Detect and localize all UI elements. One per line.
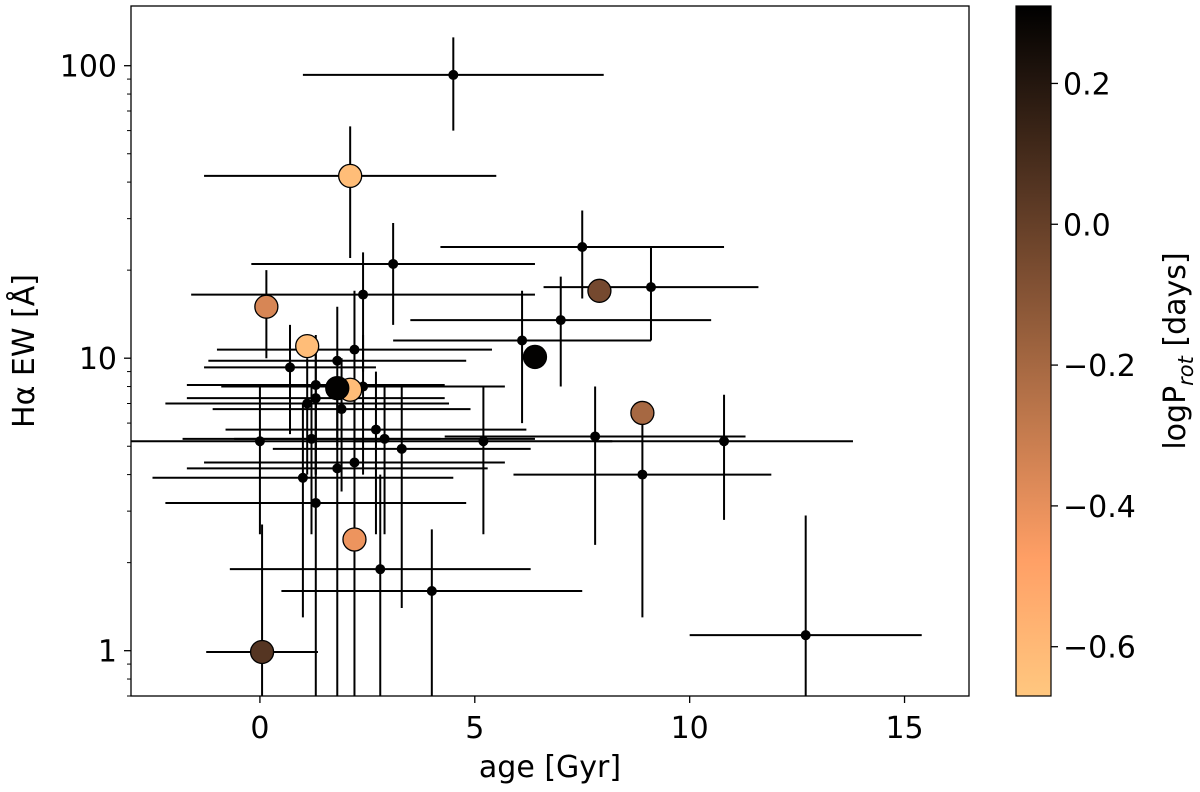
data-point (310, 497, 321, 508)
data-point (306, 433, 317, 444)
x-tick-label: 10 (671, 711, 709, 746)
data-point (800, 630, 811, 641)
colorbar-label-sub: rot (1174, 355, 1198, 385)
colorbar-tick-label: −0.2 (1063, 349, 1136, 384)
data-point (590, 431, 601, 442)
plot-frame (130, 5, 970, 697)
colorbar-label-suffix: [days] (1158, 252, 1193, 356)
colored-data-point (249, 639, 275, 665)
data-point (302, 398, 313, 409)
data-point (375, 564, 386, 575)
y-tick-label: 10 (79, 342, 117, 377)
colorbar-tick-label: −0.4 (1063, 490, 1136, 525)
y-tick-label: 1 (98, 635, 117, 670)
large-points (249, 163, 655, 665)
x-tick-label: 0 (250, 711, 269, 746)
data-point (478, 436, 489, 447)
x-tick-label: 5 (465, 711, 484, 746)
data-point (285, 362, 296, 373)
data-point (349, 457, 360, 468)
data-point (645, 282, 656, 293)
data-point (310, 393, 321, 404)
y-axis-ticks: 1 10 100 (60, 50, 131, 697)
colorbar-tick-label: 0.0 (1063, 208, 1111, 243)
data-point (637, 469, 648, 480)
data-point (310, 379, 321, 390)
colorbar-tick-label: −0.6 (1063, 631, 1136, 666)
colorbar-tick-label: 0.2 (1063, 67, 1111, 102)
data-point (332, 463, 343, 474)
y-tick-label: 100 (60, 50, 117, 85)
colored-data-point (325, 375, 350, 401)
data-point (254, 436, 265, 447)
data-point (358, 289, 369, 300)
x-axis-ticks: 0 5 10 15 (250, 696, 924, 746)
data-point (332, 355, 343, 366)
data-point (517, 335, 528, 346)
colorbar-ticks: 0.2 0.0 −0.2 −0.4 −0.6 (1051, 67, 1136, 666)
colorbar-label: logProt [days] (1158, 252, 1198, 449)
colored-data-point (522, 344, 548, 370)
data-point (577, 241, 588, 252)
data-point (379, 433, 390, 444)
data-point (336, 404, 347, 415)
data-point (719, 436, 730, 447)
data-point (426, 585, 437, 596)
data-point (297, 472, 308, 483)
small-points (254, 69, 811, 641)
data-point (370, 424, 381, 435)
x-tick-label: 15 (885, 711, 923, 746)
x-axis-label: age [Gyr] (479, 750, 621, 785)
data-point (448, 69, 459, 80)
colored-data-point (295, 333, 320, 359)
data-point (555, 315, 566, 326)
colored-data-point (254, 294, 279, 319)
y-axis-label: Hα EW [Å] (6, 274, 42, 428)
colored-data-point (587, 278, 612, 303)
data-point (349, 344, 360, 355)
data-point (396, 443, 407, 454)
colorbar-label-main: logP (1158, 386, 1193, 450)
data-point (388, 258, 399, 269)
colored-data-point (630, 400, 655, 426)
colored-data-point (338, 163, 363, 189)
colorbar (1015, 5, 1052, 697)
colored-data-point (342, 527, 367, 552)
